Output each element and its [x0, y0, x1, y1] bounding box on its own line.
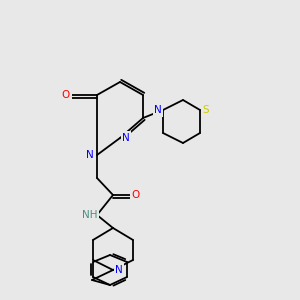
- Text: N: N: [122, 133, 130, 143]
- Text: O: O: [132, 190, 140, 200]
- Text: S: S: [203, 105, 209, 115]
- Text: N: N: [86, 150, 94, 160]
- Text: O: O: [62, 90, 70, 100]
- Text: N: N: [115, 265, 123, 275]
- Text: N: N: [154, 105, 162, 115]
- Text: NH: NH: [82, 210, 98, 220]
